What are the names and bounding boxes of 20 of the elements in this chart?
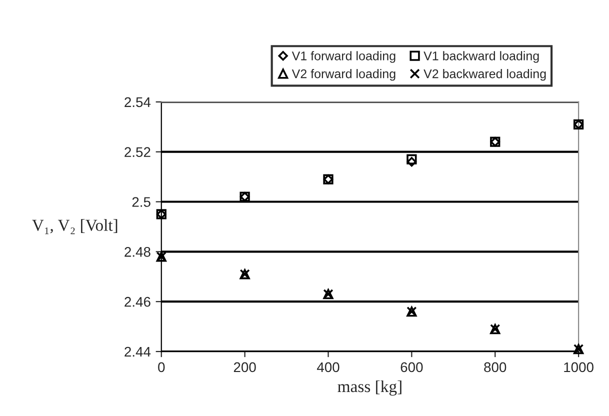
x-tick-label: 0 (158, 362, 165, 372)
y-tick-label: 2.5 (132, 197, 150, 207)
point (406, 154, 417, 164)
y-tick-label: 2.54 (124, 97, 151, 108)
x-tick-label: 800 (484, 362, 506, 372)
y-axis-title: V₁, V₂ [Volt] (32, 219, 118, 234)
x-tick-label: 1000 (564, 362, 594, 372)
x-tick-label: 600 (400, 362, 423, 372)
x-tick-label: 400 (316, 362, 340, 372)
x-axis-title: mass [kg] (338, 380, 402, 396)
legend-label: V1 backward loading (424, 51, 539, 63)
legend-label: V2 backwared loading (424, 69, 546, 81)
legend-label: V2 forward loading (292, 69, 396, 81)
point (406, 156, 417, 167)
legend-label: V1 forward loading (292, 51, 396, 63)
x-tick-label: 200 (234, 362, 256, 372)
y-tick-label: 2.52 (124, 147, 150, 158)
y-tick-label: 2.44 (124, 346, 151, 357)
y-tick-label: 2.46 (124, 296, 150, 307)
y-tick-label: 2.48 (124, 247, 150, 257)
